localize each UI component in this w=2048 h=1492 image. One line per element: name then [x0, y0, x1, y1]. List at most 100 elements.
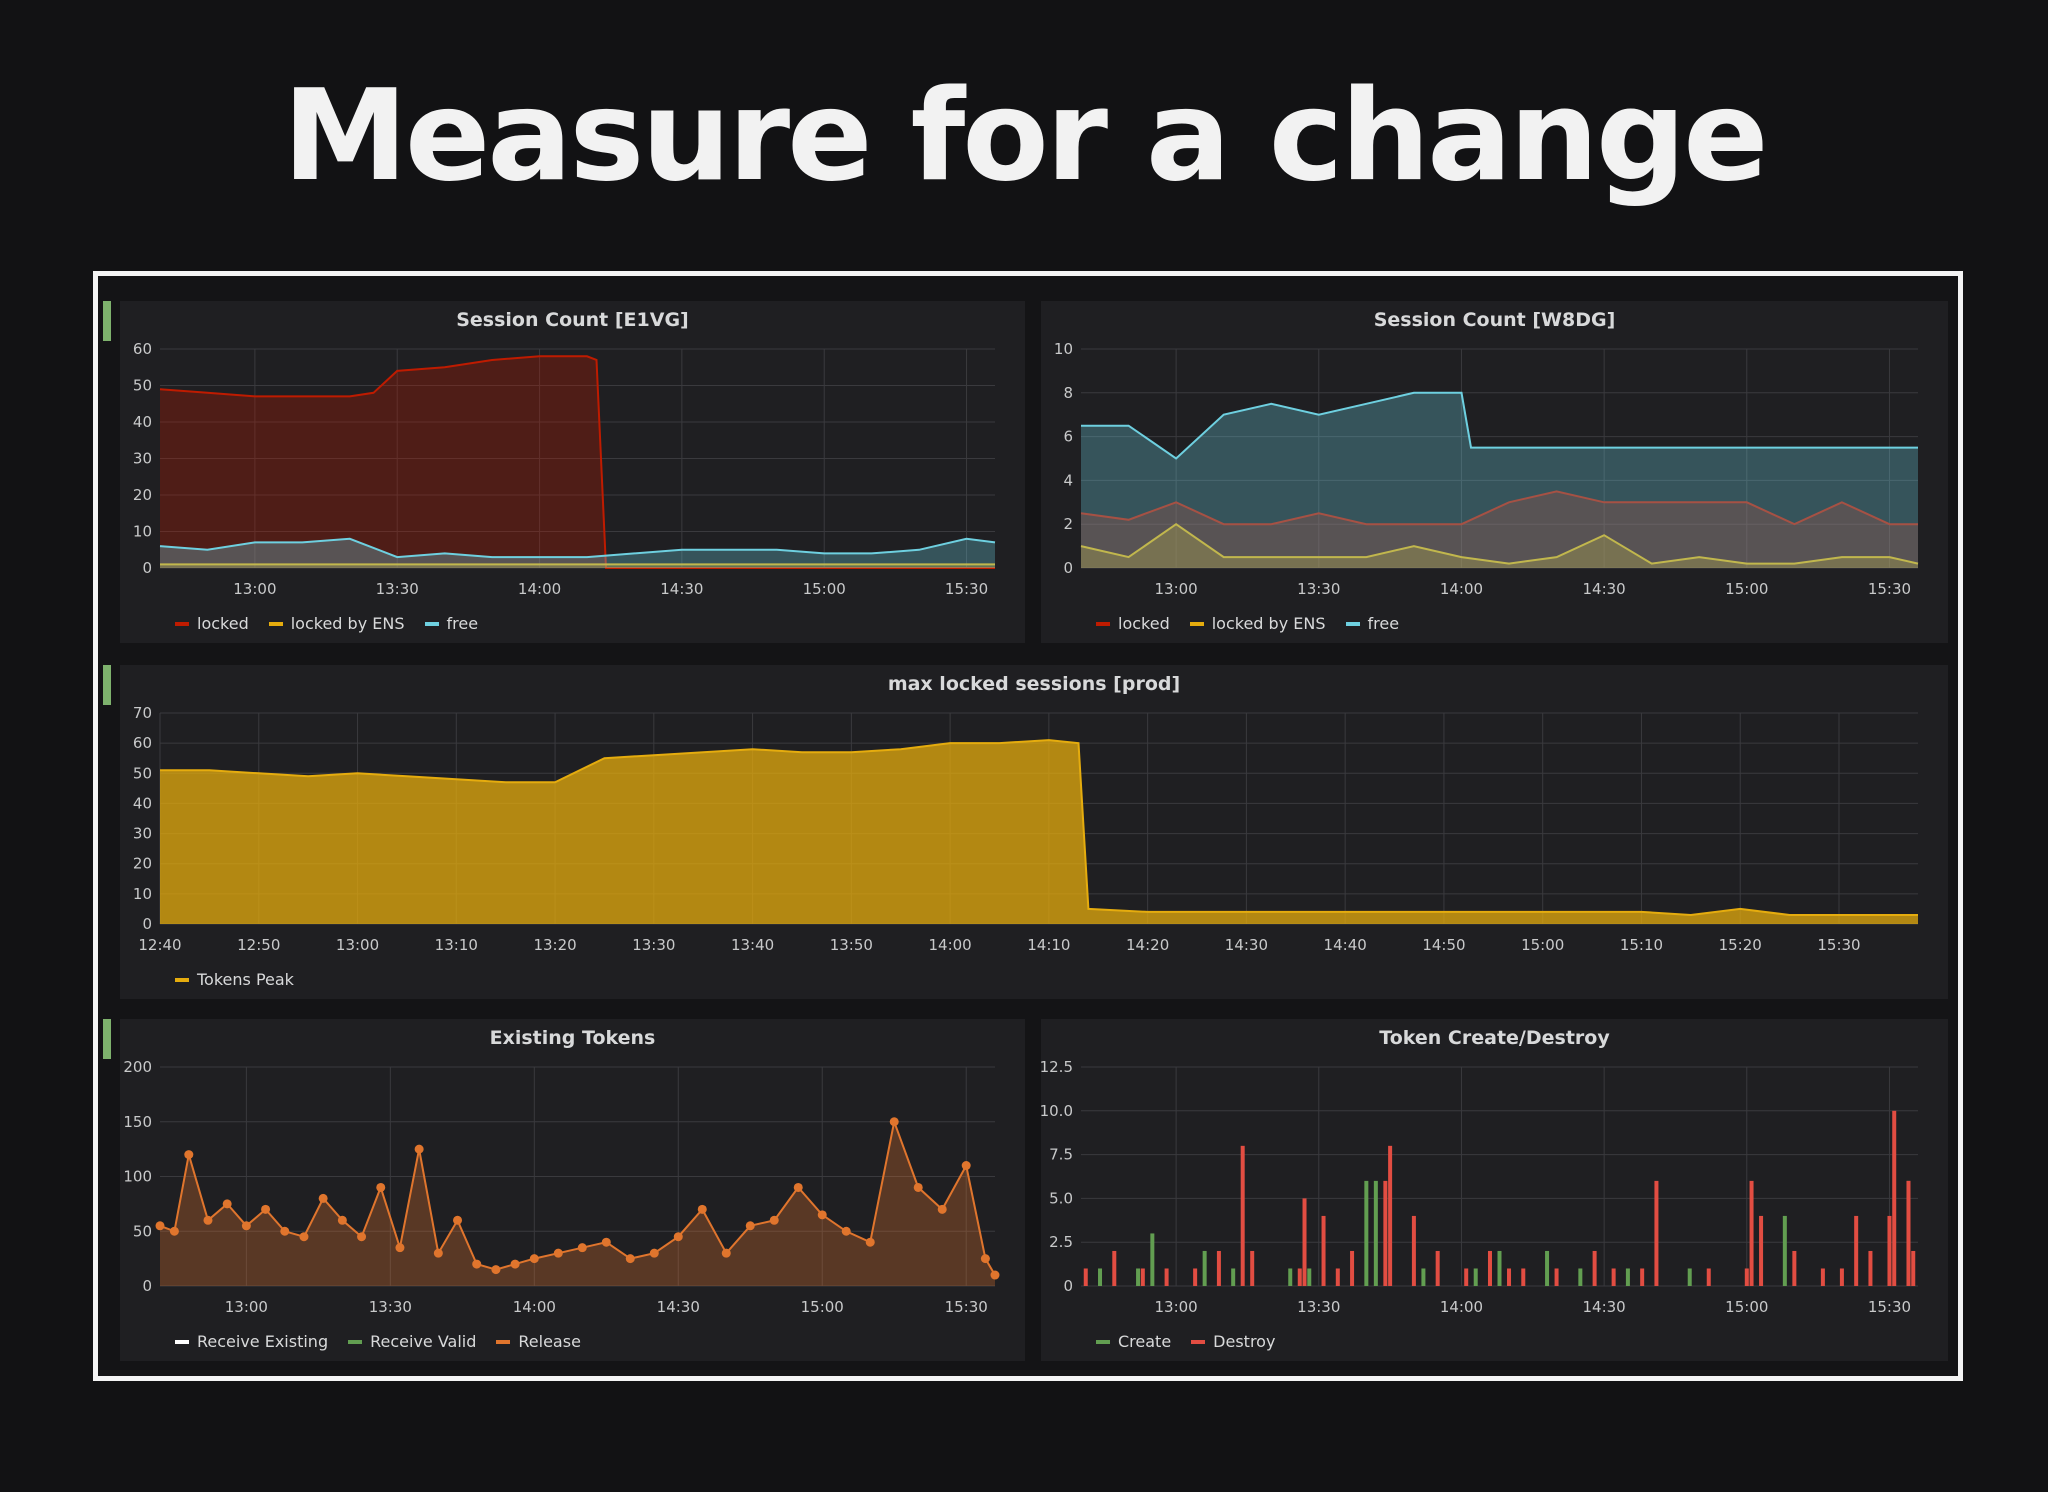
dashboard-frame: Session Count [E1VG] 0 10 20 30 40 50 60 13:00 1…: [93, 271, 1963, 1381]
series-destroy-bar: [1854, 1215, 1859, 1286]
series-release-point: [155, 1221, 165, 1231]
series-destroy-bar: [1521, 1268, 1526, 1286]
series-destroy-bar: [1706, 1268, 1711, 1286]
chart-svg: 0 2.5 5.0 7.5 10.0 12.5 13:00 13:30 14:00 14:30 15…: [1041, 1058, 1918, 1316]
panel-title: Existing Tokens: [489, 1027, 656, 1049]
legend-item[interactable]: free: [424, 614, 479, 633]
series-release-point: [357, 1232, 367, 1242]
x-tick-label: 13:30: [376, 580, 419, 598]
series-create-bar: [1150, 1233, 1155, 1286]
series-destroy-bar: [1592, 1250, 1597, 1286]
panel-session-count-e1vg[interactable]: Session Count [E1VG] 0 10 20 30 40 50 60 13:00 1…: [120, 301, 1025, 643]
panel-title: Session Count [W8DG]: [1373, 309, 1616, 331]
row-marker-2[interactable]: [103, 665, 111, 705]
series-create-bar: [1288, 1268, 1293, 1286]
y-tick-label: 6: [1063, 428, 1073, 446]
y-tick-label: 20: [133, 855, 152, 873]
x-tick-label: 14:00: [1440, 1298, 1483, 1316]
y-tick-label: 0: [142, 1277, 152, 1295]
x-tick-label: 14:00: [1440, 580, 1483, 598]
panel-title: Token Create/Destroy: [1379, 1027, 1610, 1049]
series-locked-by-ens-line: [1080, 522, 1919, 565]
x-tick-label: 14:50: [1422, 936, 1465, 954]
series-release-point: [697, 1204, 707, 1214]
panel-title: max locked sessions [prod]: [887, 673, 1181, 695]
legend-label: Create: [1118, 1332, 1172, 1351]
x-tick-label: 15:30: [1868, 1298, 1911, 1316]
legend-item[interactable]: locked: [1096, 614, 1170, 633]
legend-item[interactable]: locked by ENS: [268, 614, 405, 633]
series-release-point: [577, 1243, 587, 1253]
legend-swatch: [348, 1339, 363, 1344]
x-tick-label: 14:30: [657, 1298, 700, 1316]
panel-session-count-w8dg[interactable]: Session Count [W8DG] 0 2 4 6 8 10 13:00 13:30 14…: [1041, 301, 1948, 643]
legend-item[interactable]: Receive Existing: [175, 1332, 328, 1351]
series-tokens-peak-area: [160, 740, 1918, 924]
y-tick-label: 10.0: [1041, 1102, 1073, 1120]
row-marker-3[interactable]: [103, 1019, 111, 1059]
x-tick-label: 15:10: [1620, 936, 1663, 954]
series-release-point: [318, 1193, 328, 1203]
series-release-point: [529, 1254, 539, 1264]
series-release-point: [961, 1161, 971, 1171]
legend-item[interactable]: Receive Valid: [348, 1332, 476, 1351]
x-tick-label: 13:00: [1154, 580, 1197, 598]
y-tick-label: 2: [1063, 515, 1073, 533]
x-tick-label: 14:10: [1027, 936, 1070, 954]
legend-label: Receive Existing: [197, 1332, 329, 1351]
series-destroy-bar: [1083, 1268, 1088, 1286]
chart-svg: 0 10 20 30 40 50 60 70 12:40 12:50 13:00 13:10 13:20…: [133, 704, 1918, 954]
series-release-point: [280, 1226, 290, 1236]
legend-swatch: [424, 621, 439, 626]
legend-item[interactable]: Tokens Peak: [175, 970, 294, 989]
legend-label: free: [446, 614, 479, 633]
series-tokens-peak-line: [160, 739, 1918, 917]
y-tick-label: 60: [133, 340, 152, 358]
row-marker-1[interactable]: [103, 301, 111, 341]
legend-item[interactable]: Destroy: [1191, 1332, 1275, 1351]
series-release-point: [841, 1226, 851, 1236]
legend: Tokens Peak: [175, 970, 294, 989]
series-destroy-bar: [1654, 1180, 1659, 1286]
panel-title: Session Count [E1VG]: [456, 309, 689, 331]
series-release-point: [337, 1215, 347, 1225]
panel-existing-tokens[interactable]: Existing Tokens 0 50 100 150 200 13:00 13:30 14…: [120, 1019, 1025, 1361]
series-destroy-bar: [1302, 1198, 1307, 1286]
series-release-point: [793, 1182, 803, 1192]
y-tick-label: 100: [123, 1168, 152, 1186]
series-destroy-bar: [1749, 1180, 1754, 1286]
series-locked-area: [160, 356, 995, 568]
y-tick-label: 40: [133, 794, 152, 812]
legend-item[interactable]: free: [1345, 614, 1399, 633]
x-tick-label: 12:40: [138, 936, 181, 954]
legend-label: Tokens Peak: [197, 970, 294, 989]
y-tick-label: 150: [123, 1113, 152, 1131]
y-tick-label: 50: [133, 1222, 152, 1240]
x-tick-label: 13:00: [233, 580, 276, 598]
y-tick-label: 200: [123, 1058, 152, 1076]
series-release-point: [433, 1248, 443, 1258]
series-destroy-bar: [1164, 1268, 1169, 1286]
y-tick-label: 2.5: [1049, 1233, 1073, 1251]
series-release-point: [491, 1265, 501, 1275]
series-create-bar: [1687, 1268, 1692, 1286]
y-tick-label: 4: [1063, 471, 1073, 489]
series-release-point: [222, 1199, 232, 1209]
x-tick-label: 14:20: [1126, 936, 1169, 954]
legend-item[interactable]: locked by ENS: [1189, 614, 1326, 633]
legend-label: locked: [197, 614, 249, 633]
legend-item[interactable]: Release: [496, 1332, 581, 1351]
series-release-point: [453, 1215, 463, 1225]
series-destroy-bar: [1487, 1250, 1492, 1286]
x-tick-label: 13:30: [1297, 1298, 1340, 1316]
x-tick-label: 13:30: [1297, 580, 1340, 598]
panel-token-create-destroy[interactable]: Token Create/Destroy 0 2.5 5.0 7.5 10.0 12.5 1…: [1041, 1019, 1948, 1361]
x-tick-label: 13:30: [632, 936, 675, 954]
panel-max-locked-sessions[interactable]: max locked sessions [prod] 0 10 20 30 40 50 60…: [120, 665, 1948, 999]
series-release-point: [721, 1248, 731, 1258]
legend-item[interactable]: Create: [1096, 1332, 1171, 1351]
series-create-bar: [1473, 1268, 1478, 1286]
series-destroy-bar: [1507, 1268, 1512, 1286]
legend-item[interactable]: locked: [175, 614, 249, 633]
x-tick-label: 15:30: [1868, 580, 1911, 598]
